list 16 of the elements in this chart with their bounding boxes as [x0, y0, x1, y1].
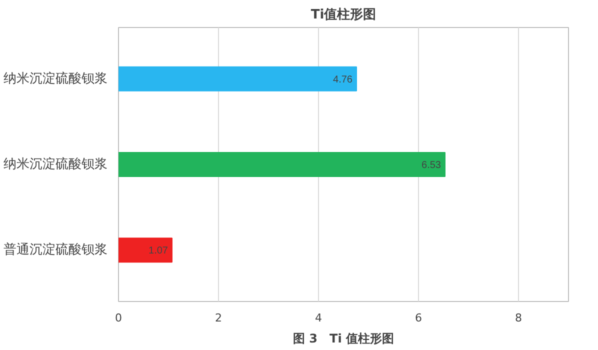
y-tick-label: 纳米沉淀硫酸钡浆 [4, 71, 108, 86]
caption: 图 3 Ti 值柱形图 [293, 332, 394, 346]
y-tick-label: 纳米沉淀硫酸钡浆 [4, 157, 108, 172]
bar [118, 152, 446, 177]
data-label: 4.76 [333, 74, 353, 86]
x-tick-label: 8 [515, 312, 522, 324]
chart-title: Ti值柱形图 [310, 8, 376, 22]
x-tick-label: 0 [115, 312, 122, 324]
x-tick-label: 4 [315, 312, 322, 324]
bar [118, 238, 172, 263]
bar [118, 66, 357, 92]
data-label: 1.07 [148, 246, 168, 257]
y-tick-label: 普通沉淀硫酸钡浆 [4, 242, 108, 258]
x-tick-label: 6 [415, 312, 422, 324]
x-tick-label: 2 [215, 312, 222, 324]
data-label: 6.53 [422, 160, 442, 171]
